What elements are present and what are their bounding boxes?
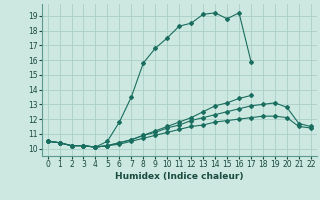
X-axis label: Humidex (Indice chaleur): Humidex (Indice chaleur) — [115, 172, 244, 181]
